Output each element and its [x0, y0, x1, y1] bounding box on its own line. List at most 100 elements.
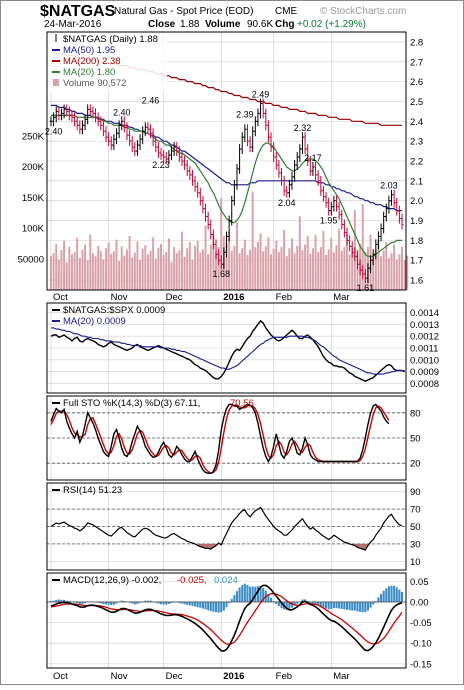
legend-label: RSI(14) 51.23 — [63, 485, 122, 496]
y-tick-label: 2.4 — [410, 117, 423, 128]
volume-bar — [186, 248, 188, 290]
x-tick-label: Feb — [276, 292, 292, 303]
macd-histogram-bar — [380, 594, 382, 602]
y-tick-label: -0.10 — [410, 639, 432, 650]
price-annotation: 2.46 — [142, 95, 160, 105]
price-annotation: 2.23 — [152, 160, 170, 170]
volume-bar — [50, 256, 52, 290]
x-tick-label: Feb — [276, 671, 292, 682]
macd-histogram-bar — [113, 602, 115, 605]
volume-bar — [189, 242, 191, 290]
y-tick-label: 1.8 — [410, 236, 423, 247]
volume-bar — [254, 247, 256, 290]
x-tick-label: Oct — [53, 671, 68, 682]
macd-histogram-bar — [223, 602, 225, 611]
price-annotation: 2.32 — [294, 123, 312, 133]
volume-bar — [406, 256, 408, 290]
y-tick-label: 0.0011 — [410, 344, 438, 355]
x-tick-label: Oct — [53, 292, 68, 303]
macd-histogram-bar — [212, 602, 214, 612]
volume-tick-label: 150K — [22, 193, 45, 204]
volume-bar — [241, 248, 243, 290]
macd-histogram-bar — [191, 602, 193, 606]
macd-histogram-bar — [390, 586, 392, 602]
volume-bar — [126, 249, 128, 290]
legend-label: MA(20) 1.80 — [63, 67, 115, 78]
volume-bar — [341, 251, 343, 290]
x-tick-label: 2016 — [223, 292, 244, 303]
volume-bar — [262, 251, 264, 290]
macd-histogram-bar — [401, 592, 403, 602]
volume-bar — [309, 254, 311, 290]
x-tick-label: Mar — [333, 292, 349, 303]
volume-bar — [118, 261, 120, 290]
macd-histogram-bar — [231, 599, 233, 602]
volume-bar — [58, 259, 60, 290]
macd-histogram-bar — [356, 602, 358, 612]
volume-bar — [252, 192, 254, 290]
macd-histogram-bar — [362, 602, 364, 612]
y-tick-label: 1.6 — [410, 276, 423, 287]
volume-bar — [281, 247, 283, 290]
volume-bar — [278, 252, 280, 290]
volume-bar — [84, 245, 86, 290]
volume-bar — [100, 251, 102, 290]
y-tick-label: 2.1 — [410, 176, 423, 187]
volume-bar — [404, 261, 406, 290]
macd-histogram-bar — [377, 597, 379, 602]
volume-bar — [191, 259, 193, 290]
volume-bar — [139, 260, 141, 290]
y-tick-label: -0.15 — [410, 659, 432, 670]
macd-histogram-bar — [241, 585, 243, 602]
volume-bar — [97, 246, 99, 290]
volume-bar — [71, 254, 73, 290]
volume-bar — [307, 236, 309, 290]
volume-bar — [197, 241, 199, 290]
close-value: 1.88 — [180, 19, 200, 30]
macd-histogram-bar — [367, 602, 369, 611]
y-tick-label: 50 — [410, 522, 421, 533]
volume-bar — [207, 254, 209, 290]
volume-bar — [349, 254, 351, 290]
macd-histogram-bar — [359, 602, 361, 612]
macd-histogram-bar — [341, 602, 343, 609]
volume-bar — [102, 259, 104, 290]
volume-bar — [61, 250, 63, 290]
macd-histogram-bar — [202, 602, 204, 609]
macd-histogram-bar — [335, 602, 337, 608]
volume-bar — [163, 255, 165, 290]
volume-bar — [134, 253, 136, 290]
volume-bar — [202, 249, 204, 290]
volume-tick-label: 250K — [22, 131, 45, 142]
macd-histogram-bar — [186, 602, 188, 605]
y-tick-label: 2.5 — [410, 97, 423, 108]
macd-histogram-bar — [351, 602, 353, 611]
volume-bar — [199, 253, 201, 290]
volume-bar — [150, 251, 152, 290]
y-tick-label: 0.0008 — [410, 379, 439, 390]
y-tick-label: 2.8 — [410, 37, 423, 48]
volume-bar — [343, 247, 345, 290]
macd-histogram-bar — [239, 587, 241, 601]
volume-bar — [275, 241, 277, 290]
macd-histogram-bar — [194, 602, 196, 607]
macd-histogram-bar — [207, 602, 209, 610]
volume-bar — [273, 249, 275, 290]
close-label: Close — [148, 19, 176, 30]
volume-bar — [116, 240, 118, 290]
macd-histogram-bar — [270, 598, 272, 602]
y-tick-label: 50 — [410, 434, 421, 445]
macd-histogram-bar — [244, 584, 246, 602]
price-annotation: 1.95 — [320, 216, 338, 226]
volume-bar — [74, 252, 76, 290]
macd-histogram-bar — [333, 602, 335, 608]
macd-histogram-bar — [396, 587, 398, 601]
volume-bar — [317, 252, 319, 290]
volume-bar — [393, 245, 395, 290]
macd-histogram-bar — [349, 602, 351, 610]
volume-bar — [68, 247, 70, 290]
macd-histogram-bar — [197, 602, 199, 607]
macd-histogram-bar — [189, 602, 191, 605]
